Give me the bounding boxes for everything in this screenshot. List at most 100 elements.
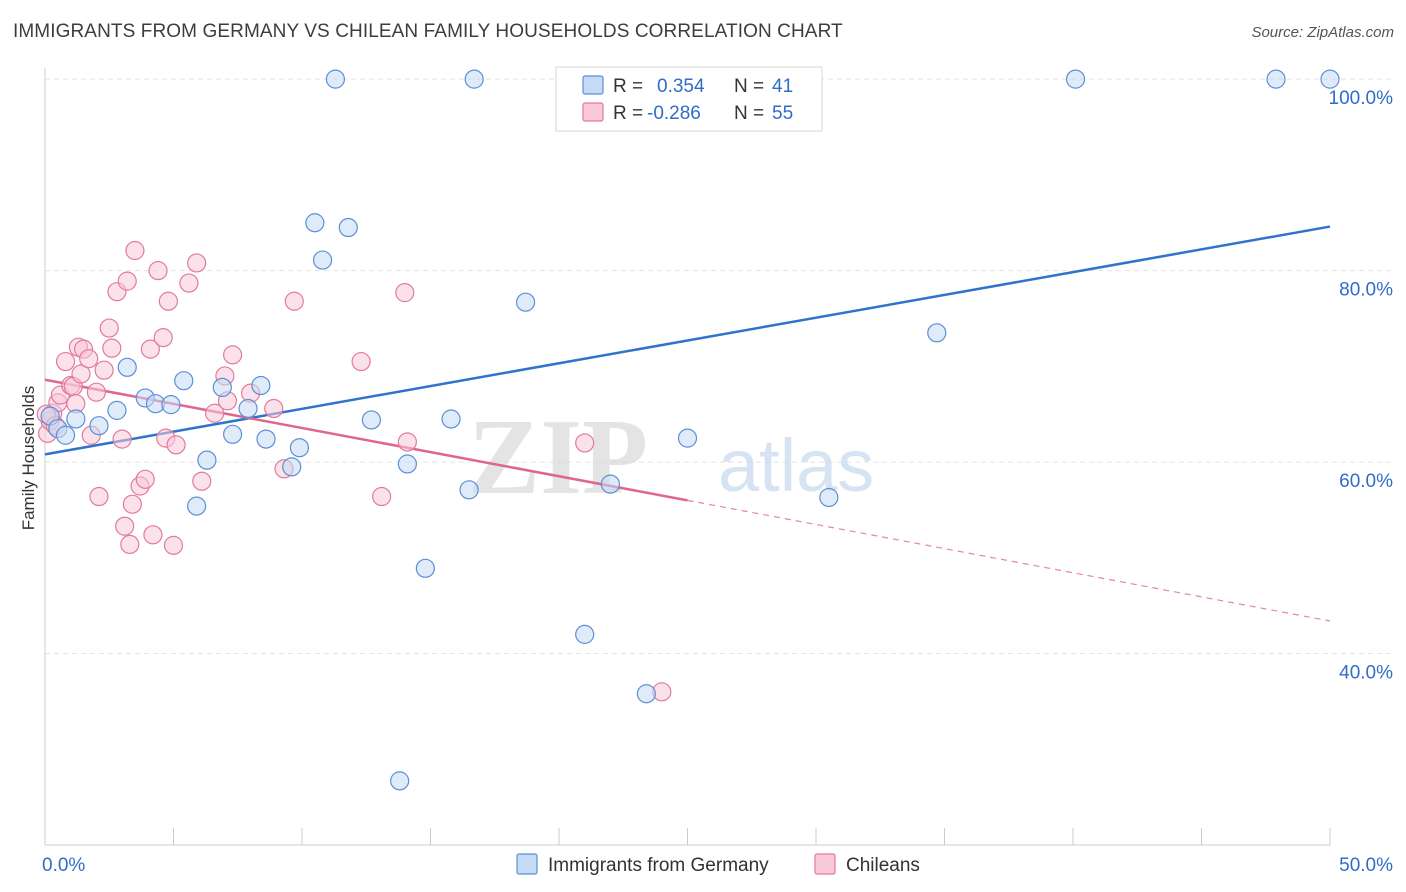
point-chileans	[192, 471, 212, 491]
point-chileans	[166, 435, 186, 455]
point-germany	[187, 496, 207, 516]
point-chileans	[55, 351, 76, 372]
point-chileans	[115, 516, 135, 536]
y-tick-label: 80.0%	[1339, 280, 1393, 301]
point-chileans	[125, 240, 145, 261]
point-chileans	[120, 534, 140, 555]
point-germany	[117, 357, 137, 377]
y-axis-label: Family Households	[19, 386, 38, 531]
point-germany	[107, 400, 127, 420]
point-germany	[197, 450, 217, 470]
point-germany	[397, 454, 417, 474]
germany-swatch	[516, 853, 538, 875]
point-chileans	[71, 364, 91, 384]
r-value: 0.354	[657, 76, 705, 97]
point-germany	[66, 409, 86, 429]
chart-title: IMMIGRANTS FROM GERMANY VS CHILEAN FAMIL…	[13, 21, 843, 42]
watermark-zip: ZIP	[468, 398, 648, 517]
point-chileans	[372, 486, 392, 507]
n-value: 41	[772, 76, 793, 97]
point-germany	[305, 213, 325, 233]
trend-line-chileans-extension	[687, 499, 1331, 622]
point-germany	[312, 250, 333, 270]
point-chileans	[112, 429, 132, 449]
stats-legend-row-pink: R = -0.286 N = 55	[582, 102, 793, 124]
point-germany	[636, 684, 656, 704]
point-chileans	[158, 291, 178, 311]
point-germany	[282, 457, 302, 477]
series-legend: Immigrants from Germany Chileans	[516, 853, 920, 876]
point-germany	[161, 395, 181, 415]
point-chileans	[148, 261, 168, 281]
point-germany	[338, 217, 358, 238]
point-germany	[415, 558, 435, 578]
stats-legend-row-blue: R = 0.354 N = 41	[582, 75, 793, 97]
point-germany	[325, 69, 346, 89]
point-germany	[515, 292, 536, 312]
x-tick-labels: 0.0% 50.0%	[42, 855, 1393, 876]
point-chileans	[575, 433, 595, 453]
point-germany	[1320, 69, 1340, 89]
pink-swatch	[582, 102, 604, 122]
trend-line-germany	[44, 225, 1331, 456]
point-germany	[1065, 69, 1086, 89]
y-tick-label: 60.0%	[1339, 471, 1393, 492]
r-value: -0.286	[647, 103, 701, 124]
point-chileans	[284, 291, 304, 311]
point-germany	[212, 377, 232, 398]
legend-item-chileans[interactable]: Chileans	[814, 853, 920, 876]
legend-item-germany[interactable]: Immigrants from Germany	[516, 853, 769, 876]
point-chileans	[143, 525, 163, 545]
point-chileans	[397, 432, 417, 452]
blue-swatch	[582, 75, 604, 95]
point-chileans	[395, 283, 415, 303]
y-tick-label: 40.0%	[1339, 663, 1393, 684]
point-chileans	[163, 535, 184, 555]
point-chileans	[264, 398, 284, 419]
point-chileans	[153, 328, 173, 348]
point-chileans	[187, 253, 207, 273]
point-germany	[238, 398, 258, 419]
point-germany	[600, 474, 621, 494]
point-germany	[223, 424, 243, 444]
point-chileans	[205, 403, 225, 423]
chileans-swatch	[814, 853, 836, 875]
point-chileans	[351, 351, 371, 372]
point-germany	[361, 410, 381, 430]
point-chileans	[122, 494, 142, 514]
point-germany	[251, 375, 271, 396]
gridlines	[45, 78, 1395, 655]
point-germany	[289, 438, 310, 458]
point-germany	[459, 480, 479, 500]
point-germany	[441, 409, 461, 429]
point-germany	[55, 425, 76, 445]
point-chileans	[140, 339, 160, 359]
watermark-atlas: atlas	[718, 424, 874, 507]
x-tick-label: 50.0%	[1339, 855, 1393, 876]
r-label: R =	[613, 103, 643, 124]
point-chileans	[117, 271, 137, 291]
point-germany	[819, 487, 839, 508]
point-germany	[1266, 69, 1286, 89]
point-germany	[927, 323, 947, 343]
point-germany	[174, 371, 194, 391]
stats-legend: R = 0.354 N = 41 R = -0.286 N = 55	[555, 66, 823, 132]
point-chileans	[102, 338, 122, 358]
x-tick-label: 0.0%	[42, 855, 85, 876]
point-germany	[256, 429, 276, 449]
trend-lines	[44, 225, 1331, 622]
point-germany	[464, 69, 484, 89]
legend-label-germany: Immigrants from Germany	[548, 855, 769, 876]
axes	[44, 68, 1331, 846]
n-label: N =	[734, 76, 764, 97]
point-chileans	[223, 345, 243, 365]
point-chileans	[79, 349, 99, 369]
point-chileans	[94, 360, 114, 380]
point-germany	[677, 428, 698, 448]
y-tick-label: 100.0%	[1329, 88, 1394, 109]
point-chileans	[89, 486, 109, 507]
n-label: N =	[734, 103, 764, 124]
point-chileans	[179, 273, 199, 293]
y-tick-labels: 100.0% 80.0% 60.0% 40.0%	[1329, 88, 1394, 683]
